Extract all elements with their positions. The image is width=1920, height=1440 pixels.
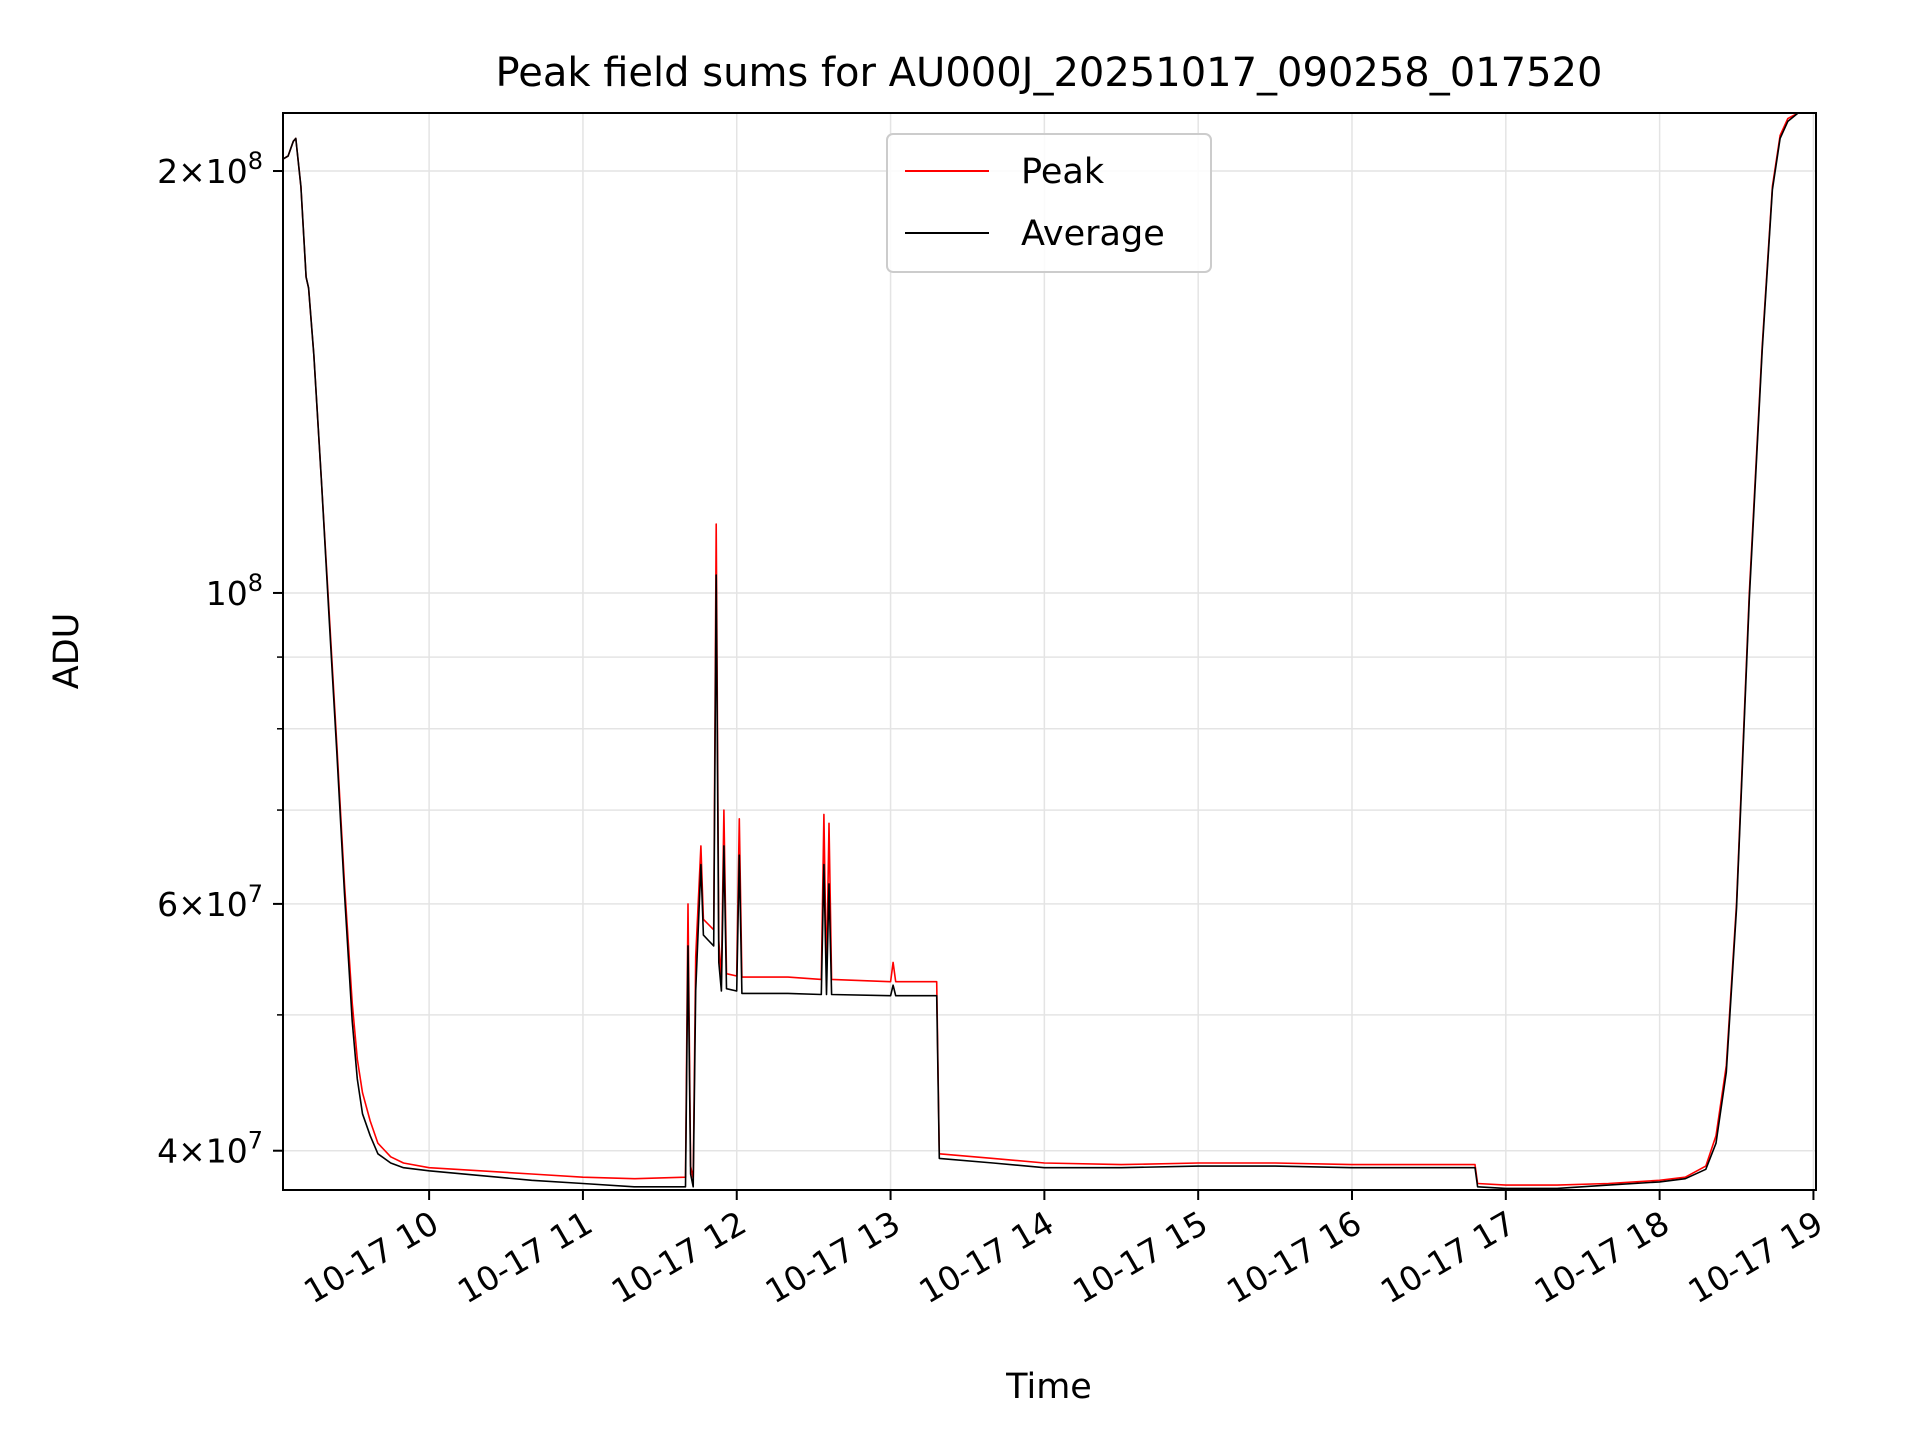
y-tick-label: 4×107 — [157, 1127, 263, 1171]
y-tick-label: 108 — [206, 569, 263, 613]
legend-box — [886, 133, 1212, 273]
legend: Peak Average — [886, 133, 1212, 273]
series-line-peak — [283, 113, 1799, 1186]
series-layer — [283, 113, 1799, 1190]
y-tick-label: 2×108 — [157, 147, 263, 191]
y-axis: 4×107 6×107 108 2×108 — [157, 147, 283, 1171]
grid — [283, 113, 1816, 1190]
series-line-average — [283, 113, 1799, 1190]
plot-frame — [282, 112, 1817, 1191]
y-axis-label: ADU — [47, 613, 87, 690]
x-axis-label: Time — [1005, 1367, 1092, 1407]
legend-label: Average — [1021, 214, 1165, 254]
legend-label: Peak — [1021, 152, 1105, 192]
chart-title: Peak field sums for AU000J_20251017_0902… — [496, 50, 1603, 96]
y-tick-label: 6×107 — [157, 880, 263, 924]
